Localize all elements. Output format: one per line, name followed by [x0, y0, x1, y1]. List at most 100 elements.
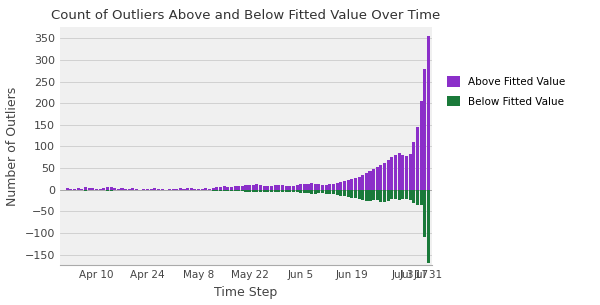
Bar	[303, 190, 306, 193]
Bar	[223, 186, 226, 190]
Bar	[230, 190, 233, 191]
Bar	[153, 188, 157, 190]
Bar	[307, 184, 310, 190]
Bar	[365, 173, 368, 190]
Bar	[266, 186, 269, 190]
Bar	[73, 189, 76, 190]
Bar	[376, 190, 379, 200]
Bar	[146, 189, 149, 190]
Bar	[358, 190, 361, 199]
Bar	[142, 189, 145, 190]
Bar	[102, 188, 106, 190]
Legend: Above Fitted Value, Below Fitted Value: Above Fitted Value, Below Fitted Value	[443, 72, 569, 111]
Bar	[212, 190, 215, 191]
Bar	[212, 188, 215, 190]
Bar	[237, 190, 240, 191]
Bar	[288, 186, 292, 190]
Bar	[386, 190, 390, 201]
Bar	[182, 189, 185, 190]
Bar	[412, 190, 415, 203]
Bar	[226, 187, 229, 190]
Bar	[335, 183, 339, 190]
Bar	[128, 189, 131, 190]
Bar	[252, 185, 255, 190]
Bar	[110, 190, 113, 191]
Bar	[405, 156, 408, 190]
Bar	[223, 190, 226, 191]
Bar	[343, 181, 346, 190]
Bar	[175, 189, 178, 190]
Bar	[317, 190, 320, 193]
Bar	[95, 189, 98, 190]
Bar	[409, 190, 412, 200]
Bar	[325, 190, 328, 194]
Bar	[88, 188, 91, 190]
Bar	[113, 188, 116, 190]
Bar	[358, 177, 361, 190]
Bar	[84, 190, 87, 191]
Bar	[168, 189, 171, 190]
Bar	[314, 184, 317, 190]
Bar	[244, 190, 248, 192]
Bar	[292, 190, 295, 192]
Bar	[347, 190, 350, 197]
Bar	[325, 185, 328, 190]
Bar	[350, 179, 353, 190]
X-axis label: Time Step: Time Step	[214, 286, 278, 299]
Bar	[277, 190, 280, 192]
Bar	[365, 190, 368, 201]
Bar	[259, 190, 262, 192]
Bar	[233, 190, 236, 191]
Bar	[419, 190, 422, 205]
Bar	[135, 189, 138, 190]
Bar	[314, 190, 317, 194]
Bar	[409, 154, 412, 190]
Bar	[117, 189, 120, 190]
Bar	[354, 190, 357, 198]
Bar	[237, 186, 240, 190]
Bar	[332, 190, 335, 194]
Bar	[70, 189, 73, 190]
Bar	[416, 190, 419, 205]
Bar	[368, 190, 371, 201]
Bar	[347, 180, 350, 190]
Bar	[131, 188, 134, 190]
Bar	[394, 155, 397, 190]
Bar	[391, 190, 394, 199]
Bar	[401, 190, 404, 199]
Bar	[84, 188, 87, 190]
Bar	[354, 178, 357, 190]
Bar	[244, 185, 248, 190]
Bar	[252, 190, 255, 192]
Bar	[193, 189, 196, 190]
Bar	[317, 185, 320, 190]
Bar	[339, 182, 343, 190]
Bar	[361, 190, 364, 200]
Bar	[248, 185, 251, 190]
Bar	[303, 184, 306, 190]
Bar	[335, 190, 339, 195]
Bar	[256, 190, 259, 192]
Bar	[321, 185, 324, 190]
Bar	[427, 190, 430, 263]
Y-axis label: Number of Outliers: Number of Outliers	[6, 87, 19, 206]
Bar	[372, 190, 375, 200]
Bar	[266, 190, 269, 192]
Bar	[383, 163, 386, 190]
Bar	[274, 185, 277, 190]
Bar	[186, 188, 189, 190]
Bar	[208, 189, 211, 190]
Bar	[205, 188, 208, 190]
Bar	[226, 190, 229, 191]
Bar	[339, 190, 343, 196]
Bar	[124, 189, 127, 190]
Bar	[292, 186, 295, 190]
Bar	[106, 190, 109, 191]
Bar	[281, 185, 284, 190]
Bar	[299, 190, 302, 193]
Bar	[296, 185, 299, 190]
Bar	[328, 190, 331, 194]
Bar	[310, 190, 313, 194]
Bar	[284, 190, 287, 192]
Bar	[121, 188, 124, 190]
